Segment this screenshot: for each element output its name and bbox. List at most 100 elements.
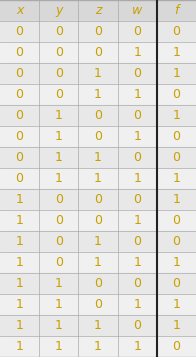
Text: 1: 1 [133,46,141,59]
Text: 0: 0 [16,172,24,185]
Text: w: w [132,4,142,17]
Text: 1: 1 [94,88,102,101]
Text: 1: 1 [94,319,102,332]
Text: 1: 1 [172,109,180,122]
Text: 1: 1 [55,319,63,332]
Text: 0: 0 [16,130,24,143]
Text: 1: 1 [55,277,63,290]
Text: 0: 0 [16,25,24,38]
Text: 1: 1 [94,67,102,80]
Text: 0: 0 [172,151,180,164]
Text: 1: 1 [16,235,24,248]
Text: 0: 0 [172,214,180,227]
Text: 0: 0 [55,88,63,101]
Text: 1: 1 [55,151,63,164]
Text: 1: 1 [172,319,180,332]
Bar [0,294,196,315]
Text: 1: 1 [55,172,63,185]
Text: 0: 0 [94,46,102,59]
Bar [0,315,196,336]
Text: 0: 0 [55,235,63,248]
Text: 0: 0 [94,277,102,290]
Text: 0: 0 [133,277,141,290]
Bar [0,42,196,63]
Bar [0,105,196,126]
Text: 0: 0 [55,214,63,227]
Bar [0,126,196,147]
Text: 0: 0 [94,25,102,38]
Text: 1: 1 [172,256,180,269]
Text: 1: 1 [55,340,63,353]
Bar [0,252,196,273]
Text: 1: 1 [172,193,180,206]
Bar [0,84,196,105]
Text: x: x [16,4,23,17]
Text: 1: 1 [16,214,24,227]
Text: 0: 0 [133,25,141,38]
Text: 1: 1 [172,46,180,59]
Text: 0: 0 [133,67,141,80]
Text: 0: 0 [16,109,24,122]
Text: 1: 1 [16,256,24,269]
Text: 0: 0 [16,88,24,101]
Text: 0: 0 [55,193,63,206]
Bar [0,21,196,42]
Text: 0: 0 [94,298,102,311]
Text: 1: 1 [94,172,102,185]
Text: 0: 0 [94,214,102,227]
Text: 0: 0 [133,109,141,122]
Bar [0,147,196,168]
Text: 1: 1 [94,151,102,164]
Text: 0: 0 [16,67,24,80]
Text: 1: 1 [94,256,102,269]
Bar [0,168,196,189]
Text: 0: 0 [172,277,180,290]
Text: 1: 1 [172,172,180,185]
Text: 1: 1 [133,256,141,269]
Text: 1: 1 [94,340,102,353]
Text: 0: 0 [172,340,180,353]
Bar [0,231,196,252]
Text: f: f [174,4,179,17]
Text: 0: 0 [133,151,141,164]
Text: 1: 1 [16,298,24,311]
Text: 0: 0 [133,319,141,332]
Text: 1: 1 [133,172,141,185]
Bar [0,273,196,294]
Text: 1: 1 [16,277,24,290]
Text: 0: 0 [55,46,63,59]
Text: 0: 0 [55,256,63,269]
Bar [0,63,196,84]
Text: 1: 1 [133,214,141,227]
Text: 0: 0 [94,193,102,206]
Text: 0: 0 [172,235,180,248]
Text: 1: 1 [133,88,141,101]
Bar [0,210,196,231]
Text: 0: 0 [94,130,102,143]
Text: y: y [55,4,63,17]
Text: 1: 1 [133,298,141,311]
Text: 0: 0 [133,193,141,206]
Text: 1: 1 [55,109,63,122]
Text: 1: 1 [94,235,102,248]
Text: 0: 0 [133,235,141,248]
Text: 1: 1 [133,340,141,353]
Text: 1: 1 [133,130,141,143]
Text: 0: 0 [55,25,63,38]
Text: 1: 1 [172,67,180,80]
Bar [0,336,196,357]
Text: 0: 0 [55,67,63,80]
Text: 1: 1 [16,319,24,332]
Text: 1: 1 [172,298,180,311]
Text: 0: 0 [16,151,24,164]
Text: 1: 1 [55,130,63,143]
Text: 1: 1 [16,340,24,353]
Text: 0: 0 [172,88,180,101]
Text: 0: 0 [94,109,102,122]
Text: 0: 0 [172,25,180,38]
Text: 1: 1 [16,193,24,206]
Bar [0,0,196,21]
Text: z: z [95,4,101,17]
Text: 1: 1 [55,298,63,311]
Text: 0: 0 [172,130,180,143]
